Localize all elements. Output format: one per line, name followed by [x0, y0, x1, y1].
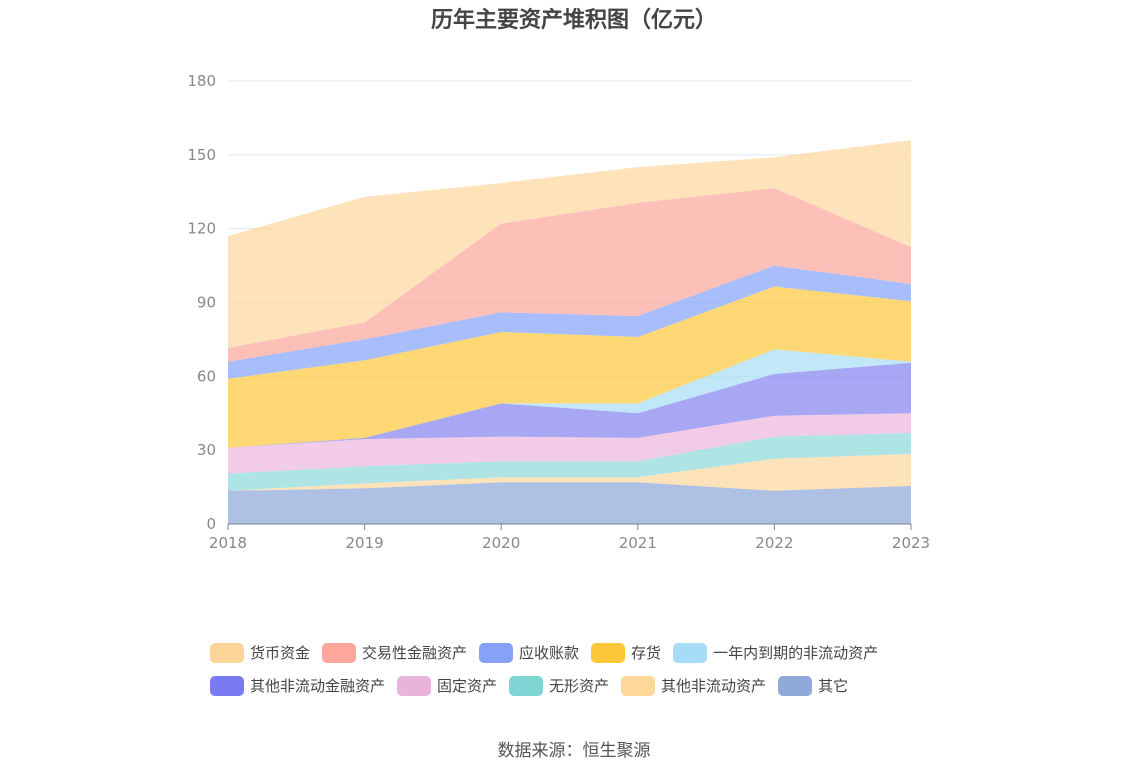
area-series-4[interactable] [228, 362, 911, 448]
legend-item[interactable]: 其他非流动资产 [621, 675, 766, 696]
x-tick-label: 2021 [619, 534, 657, 552]
area-series-9[interactable] [228, 140, 911, 348]
legend-label: 应收账款 [519, 644, 580, 662]
legend-swatch [210, 675, 244, 696]
area-series-3[interactable] [228, 413, 911, 474]
legend-item[interactable]: 应收账款 [479, 642, 579, 663]
y-tick-label: 60 [197, 367, 216, 385]
stacked-area-chart: 0 30 60 90 120 150 180 2018 2019 2020 2021 2022 2023 [187, 72, 930, 552]
legend-item[interactable]: 存货 [591, 642, 661, 663]
x-tick-label: 2020 [482, 534, 520, 552]
area-series-5[interactable] [228, 349, 911, 448]
legend-swatch [621, 675, 656, 696]
x-tick-label: 2018 [209, 534, 247, 552]
area-layer [225, 137, 914, 524]
legend-label: 固定资产 [437, 677, 498, 695]
legend-swatch [673, 642, 708, 663]
legend-label: 其他非流动金融资产 [250, 677, 386, 695]
area-point[interactable] [362, 194, 368, 200]
axes: 0 30 60 90 120 150 180 2018 2019 2020 2021 2022 2023 [187, 72, 930, 552]
area-series-1[interactable] [228, 453, 911, 491]
legend-label: 其他非流动资产 [661, 677, 767, 695]
legend-item[interactable]: 其他非流动金融资产 [210, 675, 385, 696]
legend: 货币资金 交易性金融资产 应收账款 存货 一年内到期的非流动资产其他非流动金融资产 固定资… [210, 636, 950, 702]
legend-swatch [509, 675, 544, 696]
y-tick-label: 0 [206, 515, 216, 533]
legend-item[interactable]: 无形资产 [509, 675, 609, 696]
legend-item[interactable]: 货币资金 [210, 642, 310, 663]
y-tick-label: 90 [197, 294, 216, 312]
area-point[interactable] [225, 233, 231, 239]
legend-swatch [210, 642, 244, 663]
chart-title: 历年主要资产堆积图（亿元） [430, 8, 717, 33]
area-point[interactable] [771, 154, 777, 160]
legend-label: 无形资产 [549, 677, 610, 695]
legend-label: 存货 [631, 644, 662, 662]
area-series-7[interactable] [228, 265, 911, 379]
source-note: 数据来源：恒生聚源 [497, 741, 651, 761]
area-series-0[interactable] [228, 482, 911, 524]
legend-swatch [322, 642, 357, 663]
legend-swatch [479, 642, 514, 663]
legend-item[interactable]: 交易性金融资产 [322, 642, 467, 663]
legend-swatch [397, 675, 432, 696]
legend-row-0: 货币资金 交易性金融资产 应收账款 存货 一年内到期的非流动资产 [210, 636, 950, 669]
legend-swatch [591, 642, 626, 663]
legend-item[interactable]: 一年内到期的非流动资产 [673, 642, 878, 663]
area-series-6[interactable] [228, 286, 911, 448]
legend-item[interactable]: 其它 [778, 675, 848, 696]
legend-label: 交易性金融资产 [362, 644, 468, 662]
legend-item[interactable]: 固定资产 [397, 675, 497, 696]
area-point[interactable] [635, 164, 641, 170]
area-series-8[interactable] [228, 188, 911, 362]
legend-label: 其它 [818, 677, 849, 695]
legend-row-1: 其他非流动金融资产 固定资产 无形资产 其他非流动资产 其它 [210, 669, 950, 702]
y-tick-label: 150 [187, 146, 216, 164]
legend-swatch [778, 675, 813, 696]
x-tick-label: 2022 [755, 534, 793, 552]
area-point[interactable] [908, 137, 914, 143]
y-tick-label: 30 [197, 441, 216, 459]
area-series-2[interactable] [228, 432, 911, 491]
x-tick-label: 2023 [892, 534, 930, 552]
area-point[interactable] [498, 180, 504, 186]
x-tick-label: 2019 [346, 534, 384, 552]
legend-label: 货币资金 [250, 644, 311, 662]
y-tick-label: 180 [187, 72, 216, 90]
legend-label: 一年内到期的非流动资产 [713, 644, 879, 662]
y-tick-label: 120 [187, 220, 216, 238]
